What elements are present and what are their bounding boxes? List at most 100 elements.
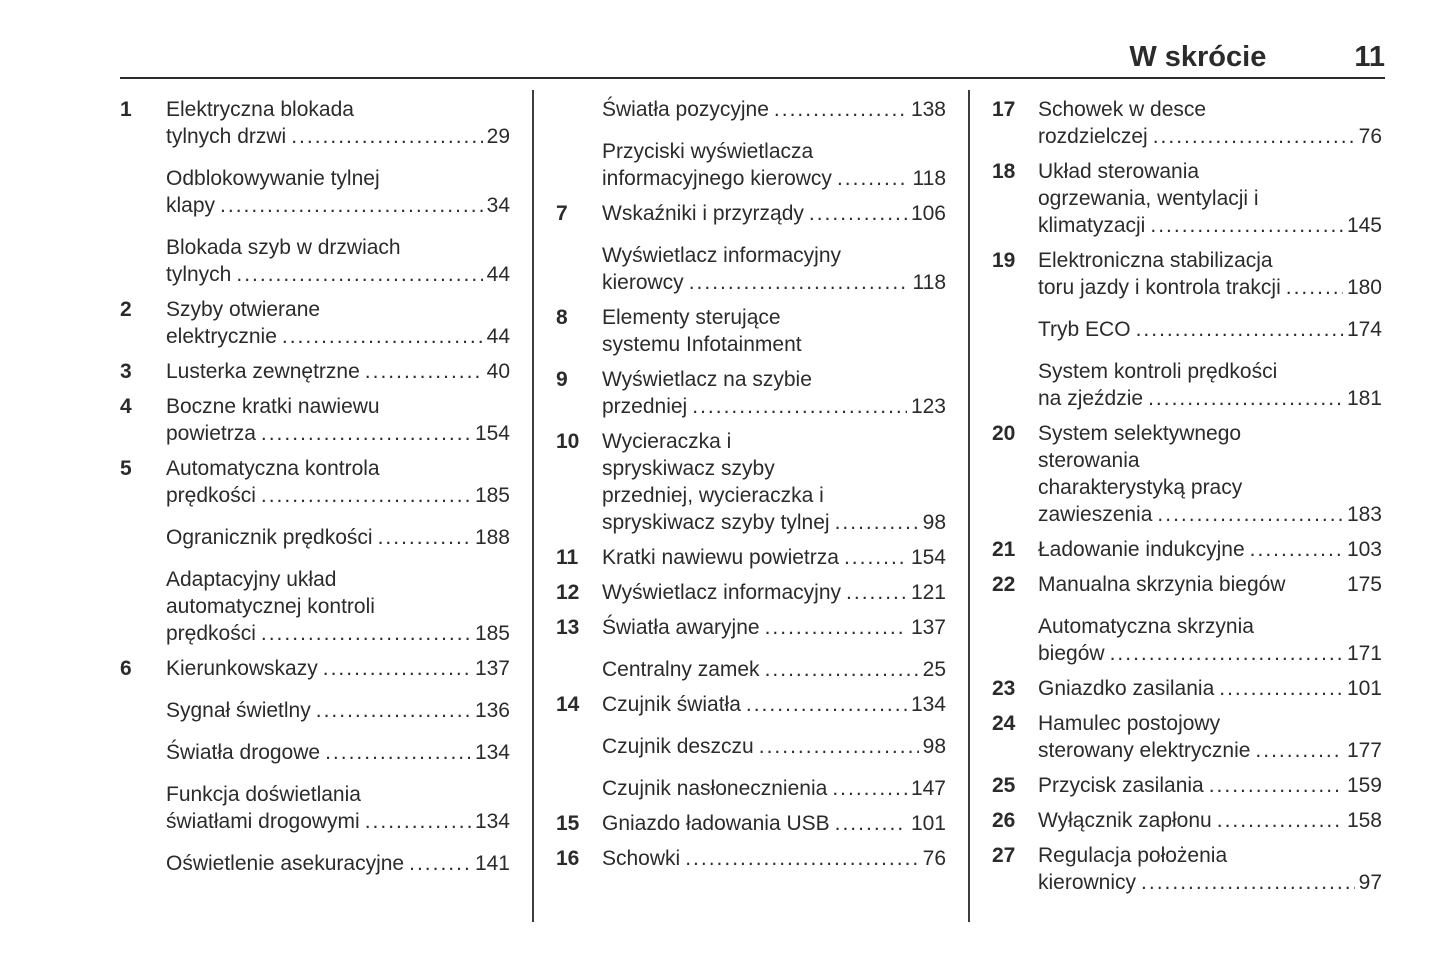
entry-body: Ogranicznik prędkości...................…: [166, 524, 510, 551]
entry-body: Czujnik deszczu.........................…: [602, 733, 946, 760]
leader-dots: ........................................…: [1216, 809, 1343, 832]
leader-dots: ........................................…: [260, 422, 471, 445]
leader-dots: ........................................…: [685, 847, 919, 870]
entry-body: Wycieraczka i spryskiwacz szyby przedniej,…: [602, 428, 946, 536]
entry-body: Sygnał świetlny.........................…: [166, 697, 510, 724]
toc-entry: 26 Wyłącznik zapłonu.....................…: [992, 807, 1382, 834]
entry-body: Schowek w desce rozdzielczej ............…: [1038, 96, 1382, 150]
toc-entry: 11 Kratki nawiewu powietrza .............…: [556, 544, 946, 571]
page-number: 11: [1354, 41, 1385, 73]
entry-page-number: 106: [910, 202, 946, 225]
leader-dots: ........................................…: [260, 622, 471, 645]
leader-dots: ........................................…: [1141, 871, 1355, 894]
entry-page-number: 180: [1346, 276, 1382, 299]
entry-body: Gniazdo ładowania USB ..................…: [602, 810, 946, 837]
entry-number: [120, 697, 166, 724]
toc-entry: 1 Elektryczna blokada tylnych drzwi.......…: [120, 96, 510, 150]
entry-body: Elektroniczna stabilizacja toru jazdy i k…: [1038, 247, 1382, 301]
toc-entry: 4 Boczne kratki nawiewu powietrza.........…: [120, 393, 510, 447]
toc-entry: 20 System selektywnego sterowania charakter…: [992, 420, 1382, 528]
entry-body: Lusterka zewnętrzne.....................…: [166, 358, 510, 385]
entry-page-number: 154: [474, 422, 510, 445]
entry-body: Układ sterowania ogrzewania, wentylacji i…: [1038, 158, 1382, 239]
entry-title-line: System kontroli prędkości: [1038, 360, 1278, 383]
entry-body: Funkcja doświetlania światłami drogowymi …: [166, 781, 510, 835]
entry-title-line: Centralny zamek: [602, 658, 760, 681]
entry-page-number: 158: [1346, 809, 1382, 832]
entry-body: Odblokowywanie tylnej klapy..............…: [166, 165, 510, 219]
toc-entry: 3 Lusterka zewnętrzne....................…: [120, 358, 510, 385]
entry-page-number: 177: [1346, 739, 1382, 762]
toc-entry: 25 Przycisk zasilania....................…: [992, 772, 1382, 799]
leader-dots: ........................................…: [846, 581, 907, 604]
entry-title-line: Elementy sterujące: [602, 306, 781, 329]
entry-number: 25: [992, 774, 1016, 797]
entry-title-line: klapy: [166, 194, 216, 217]
entry-title-line: spryskiwacz szyby tylnej: [602, 511, 830, 534]
entry-title-line: Układ sterowania: [1038, 160, 1200, 183]
entry-page-number: 145: [1346, 214, 1382, 237]
toc-entry: 14 Czujnik światła.......................…: [556, 691, 946, 718]
toc-entry: 10 Wycieraczka i spryskiwacz szyby przednie…: [556, 428, 946, 536]
leader-dots: ........................................…: [1285, 276, 1343, 299]
entry-title-line: Automatyczna skrzynia: [1038, 615, 1254, 638]
leader-dots: ........................................…: [688, 271, 909, 294]
entry-title-line: tylnych: [166, 263, 232, 286]
leader-dots: ........................................…: [315, 699, 471, 722]
leader-dots: ........................................…: [364, 360, 483, 383]
entry-page-number: 44: [486, 325, 510, 348]
toc-entry: Odblokowywanie tylnej klapy..............…: [120, 165, 510, 219]
entry-number: [120, 566, 166, 647]
leader-dots: ........................................…: [692, 395, 907, 418]
entry-body: Czujnik światła.........................…: [602, 691, 946, 718]
toc-entry: Adaptacyjny układ automatycznej kontroli p…: [120, 566, 510, 647]
entry-page-number: 174: [1346, 318, 1382, 341]
toc-entry: 23 Gniazdko zasilania....................…: [992, 675, 1382, 702]
entry-number: 20: [992, 422, 1016, 445]
entry-title-line: zawieszenia: [1038, 503, 1153, 526]
entry-number: 3: [120, 360, 132, 383]
toc-entry: 18 Układ sterowania ogrzewania, wentylacji…: [992, 158, 1382, 239]
entry-body: Elementy sterujące systemu Infotainment: [602, 304, 946, 358]
entry-title-line: Schowek w desce: [1038, 98, 1207, 121]
toc-entry: 13 Światła awaryjne .....................…: [556, 614, 946, 641]
leader-dots: ........................................…: [745, 693, 907, 716]
entry-page-number: 137: [474, 657, 510, 680]
entry-number: 6: [120, 657, 132, 680]
entry-page-number: 76: [922, 847, 946, 870]
entry-number: [556, 96, 602, 123]
toc-entry: Czujnik deszczu.........................…: [556, 733, 946, 760]
entry-page-number: 171: [1346, 642, 1382, 665]
column-separator: [532, 90, 534, 922]
entry-title-line: elektrycznie: [166, 325, 277, 348]
entry-title-line: Ładowanie indukcyjne: [1038, 538, 1245, 561]
entry-page-number: 185: [474, 484, 510, 507]
leader-dots: ........................................…: [836, 167, 909, 190]
entry-body: Tryb ECO................................…: [1038, 316, 1382, 343]
entry-title-line: Hamulec postojowy: [1038, 712, 1221, 735]
leader-dots: ........................................…: [832, 777, 907, 800]
entry-title-line: światłami drogowymi: [166, 810, 360, 833]
entry-title-line: Przycisk zasilania: [1038, 774, 1204, 797]
entry-number: 1: [120, 98, 132, 121]
toc-entry: Blokada szyb w drzwiach tylnych..........…: [120, 234, 510, 288]
entry-page-number: 34: [486, 194, 510, 217]
entry-number: 14: [556, 693, 580, 716]
entry-title-line: Kierunkowskazy: [166, 657, 318, 680]
entry-number: 22: [992, 573, 1016, 596]
entry-title-line: Światła pozycyjne: [602, 98, 769, 121]
entry-body: Hamulec postojowy sterowany elektrycznie.…: [1038, 710, 1382, 764]
entry-number: [992, 613, 1038, 667]
entry-number: 13: [556, 616, 580, 639]
toc-entry: 22 Manualna skrzynia biegów 175: [992, 571, 1382, 598]
entry-title-line: przedniej, wycieraczka i: [602, 484, 824, 507]
entry-title-line: kierownicy: [1038, 871, 1137, 894]
entry-number: [120, 234, 166, 288]
entry-title-line: Tryb ECO: [1038, 318, 1131, 341]
entry-title-line: Czujnik deszczu: [602, 735, 754, 758]
entry-number: [120, 850, 166, 877]
entry-number: [556, 775, 602, 802]
entry-body: Czujnik nasłonecznienia.................…: [602, 775, 946, 802]
leader-dots: ........................................…: [808, 202, 907, 225]
toc-entry: Czujnik nasłonecznienia.................…: [556, 775, 946, 802]
